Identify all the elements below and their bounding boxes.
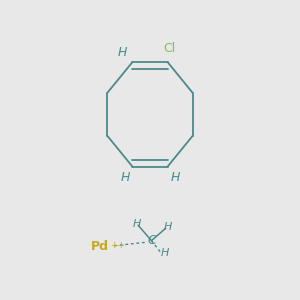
Text: Cl: Cl — [163, 42, 175, 55]
Text: Pd: Pd — [91, 240, 109, 253]
Text: ++: ++ — [110, 241, 125, 250]
Text: H: H — [161, 248, 169, 258]
Text: H: H — [164, 222, 172, 232]
Text: H: H — [132, 219, 141, 229]
Text: H: H — [117, 46, 127, 59]
Text: C: C — [147, 234, 156, 247]
Text: H: H — [170, 171, 180, 184]
Text: H: H — [120, 171, 130, 184]
